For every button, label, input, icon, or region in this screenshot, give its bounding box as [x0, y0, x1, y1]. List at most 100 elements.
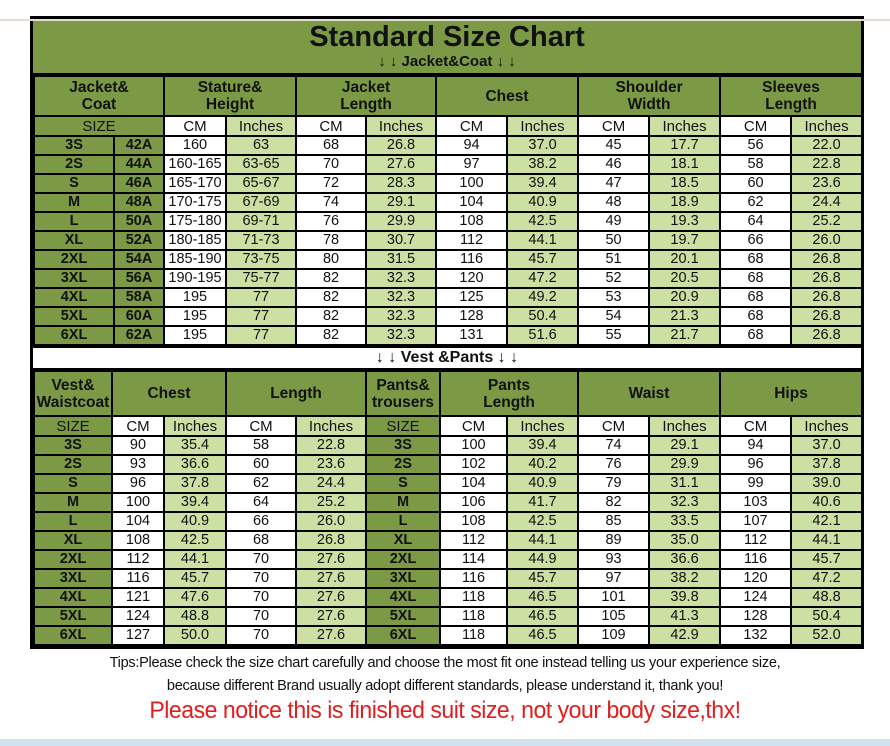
size-cell: 3S	[33, 135, 115, 156]
value-cell: 175-180	[163, 211, 227, 232]
value-cell: 170-175	[163, 192, 227, 213]
value-cell: 112	[111, 549, 165, 570]
value-cell: 68	[719, 325, 793, 346]
column-group-header: Waist	[577, 370, 722, 417]
value-cell: 20.5	[648, 268, 722, 289]
value-cell: 35.4	[162, 435, 228, 456]
value-cell: 27.6	[295, 606, 368, 627]
value-cell: 27.6	[295, 568, 368, 589]
size-cell: 56A	[113, 268, 165, 289]
table-row: S 96 37.8 62 24.4 S 104 40.9 79 31.1 99 39.0	[33, 473, 864, 494]
value-cell: 45	[577, 135, 651, 156]
value-cell: 26.0	[295, 511, 368, 532]
size-cell: 48A	[113, 192, 165, 213]
value-cell: 35.0	[648, 530, 722, 551]
table-row: XL 108 42.5 68 26.8 XL 112 44.1 89 35.0 112 44.1	[33, 530, 864, 551]
value-cell: 40.9	[506, 473, 580, 494]
value-cell: 36.6	[162, 454, 228, 475]
column-group-header: Stature& Height	[162, 75, 298, 117]
column-group-header: Length	[225, 370, 368, 417]
value-cell: 63	[224, 135, 298, 156]
value-cell: 29.1	[648, 435, 722, 456]
size-cell: 50A	[113, 211, 165, 232]
subheader-cell: Inches	[648, 115, 722, 137]
subheader-cell: CM	[577, 115, 651, 137]
value-cell: 82	[295, 287, 368, 308]
size-cell: 44A	[113, 154, 165, 175]
value-cell: 20.9	[648, 287, 722, 308]
value-cell: 131	[435, 325, 509, 346]
value-cell: 26.8	[790, 287, 864, 308]
value-cell: 80	[295, 249, 368, 270]
value-cell: 22.0	[790, 135, 864, 156]
subheader-cell: SIZE	[33, 115, 165, 137]
value-cell: 26.8	[790, 249, 864, 270]
subheader-cell: Inches	[162, 415, 228, 437]
value-cell: 97	[435, 154, 509, 175]
subheader-cell: CM	[111, 415, 165, 437]
value-cell: 31.5	[365, 249, 438, 270]
value-cell: 39.4	[506, 173, 580, 194]
value-cell: 93	[577, 549, 651, 570]
table-row: 2S 93 36.6 60 23.6 2S 102 40.2 76 29.9 96 37.8	[33, 454, 864, 475]
value-cell: 100	[439, 435, 509, 456]
value-cell: 62	[719, 192, 793, 213]
value-cell: 82	[295, 325, 368, 346]
value-cell: 37.8	[162, 473, 228, 494]
value-cell: 42.5	[506, 511, 580, 532]
value-cell: 70	[295, 154, 368, 175]
size-cell: S	[365, 473, 442, 494]
value-cell: 50.4	[506, 306, 580, 327]
value-cell: 32.3	[365, 268, 438, 289]
value-cell: 101	[577, 587, 651, 608]
size-cell: M	[365, 492, 442, 513]
table-row: M 48A 170-175 67-69 74 29.1 104 40.9 48 18.9 62 24.…	[33, 192, 864, 213]
value-cell: 68	[719, 287, 793, 308]
value-cell: 108	[439, 511, 509, 532]
value-cell: 27.6	[295, 625, 368, 646]
value-cell: 90	[111, 435, 165, 456]
value-cell: 27.6	[295, 587, 368, 608]
size-cell: M	[33, 192, 115, 213]
size-cell: 3XL	[33, 268, 115, 289]
size-cell: 6XL	[33, 325, 115, 346]
value-cell: 44.1	[162, 549, 228, 570]
value-cell: 39.4	[506, 435, 580, 456]
value-cell: 195	[163, 306, 227, 327]
value-cell: 190-195	[163, 268, 227, 289]
value-cell: 41.7	[506, 492, 580, 513]
value-cell: 18.5	[648, 173, 722, 194]
value-cell: 62	[225, 473, 298, 494]
subheader-cell: CM	[439, 415, 509, 437]
value-cell: 78	[295, 230, 368, 251]
size-cell: 6XL	[365, 625, 442, 646]
tips-line-1: Tips:Please check the size chart careful…	[109, 654, 781, 671]
size-cell: 3XL	[33, 568, 113, 589]
value-cell: 89	[577, 530, 651, 551]
value-cell: 48.8	[162, 606, 228, 627]
value-cell: 38.2	[648, 568, 722, 589]
value-cell: 128	[435, 306, 509, 327]
value-cell: 70	[225, 587, 298, 608]
value-cell: 38.2	[506, 154, 580, 175]
size-cell: XL	[365, 530, 442, 551]
value-cell: 48.8	[790, 587, 864, 608]
value-cell: 64	[719, 211, 793, 232]
value-cell: 66	[225, 511, 298, 532]
table-row: 4XL 58A 195 77 82 32.3 125 49.2 53 20.9 68 26.8	[33, 287, 864, 308]
table-row: 2S 44A 160-165 63-65 70 27.6 97 38.2 46 18.1 58 22.…	[33, 154, 864, 175]
subheader-cell: SIZE	[33, 415, 113, 437]
column-group-header: Sleeves Length	[719, 75, 864, 117]
value-cell: 18.1	[648, 154, 722, 175]
value-cell: 72	[295, 173, 368, 194]
value-cell: 125	[435, 287, 509, 308]
value-cell: 26.8	[790, 268, 864, 289]
subheader-row: SIZE CM Inches CM Inches SIZE CM Inches CM Inches…	[33, 415, 864, 437]
table-row: 3XL 56A 190-195 75-77 82 32.3 120 47.2 52 20.5 68 2…	[33, 268, 864, 289]
value-cell: 28.3	[365, 173, 438, 194]
value-cell: 132	[719, 625, 793, 646]
page-title: Standard Size Chart	[309, 21, 585, 53]
subheader-cell: Inches	[224, 115, 298, 137]
value-cell: 76	[295, 211, 368, 232]
value-cell: 22.8	[790, 154, 864, 175]
